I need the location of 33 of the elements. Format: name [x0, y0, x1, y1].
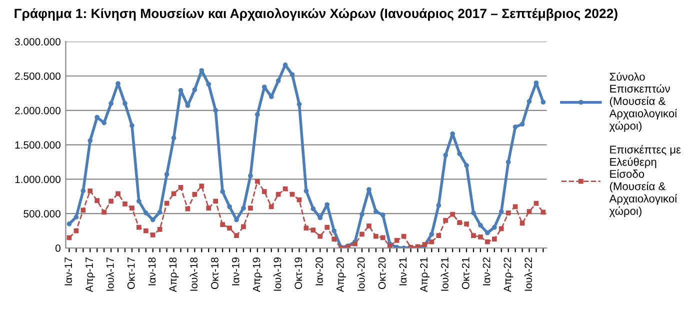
x-tick-label: Ιουλ-20 — [357, 257, 365, 291]
x-tick-label: Οκτ-18 — [211, 257, 218, 290]
x-tick-label: Απρ-17 — [86, 258, 95, 292]
x-tick-label: Απρ-21 — [420, 258, 430, 292]
x-tick-label: Οκτ-19 — [294, 258, 302, 290]
x-tick-label: Ιαν-22 — [482, 258, 490, 286]
x-tick-label: Ιουλ-19 — [273, 258, 282, 291]
y-tick-label: 1.000.000 — [15, 176, 60, 184]
y-tick-label: 2.500.000 — [15, 72, 60, 80]
legend-label: Επισκέπτες με Ελεύθερη Είσοδο (Μουσεία & Αρχαιολογικοί χώροι) — [609, 145, 681, 218]
x-tick-label: Ιουλ-22 — [524, 258, 532, 291]
x-tick-label: Οκτ-21 — [462, 258, 470, 290]
x-tick-label: Απρ-20 — [336, 257, 346, 292]
y-tick-label: 2.000.000 — [15, 106, 60, 114]
x-tick-label: Οκτ-17 — [127, 258, 135, 290]
legend-label: Σύνολο Επισκεπτών (Μουσεία & Αρχαιολογικοί χώροι) — [609, 72, 677, 132]
x-tick-label: Ιαν-20 — [316, 257, 323, 286]
x-tick-label: Ιαν-18 — [148, 257, 156, 286]
y-tick-label: 0 — [55, 244, 60, 252]
x-tick-label: Απρ-22 — [504, 258, 514, 292]
x-tick-label: Ιουλ-21 — [440, 258, 448, 291]
y-tick-label: 3.000.000 — [14, 38, 60, 46]
x-tick-label: Ιουλ-17 — [106, 258, 114, 291]
x-tick-label: Απρ-19 — [252, 258, 262, 292]
x-tick-label: Ιαν-21 — [399, 258, 407, 286]
chart-title: Γράφημα 1: Κίνηση Μουσείων και Αρχαιολογικών Χώρων (Ιανουάριος 2017 – Σεπτέμβριος 2022) — [14, 8, 618, 21]
x-tick-label: Ιουλ-18 — [190, 257, 198, 291]
x-tick-label: Ιαν-19 — [232, 258, 240, 286]
x-tick-label: Ιαν-17 — [64, 258, 72, 286]
y-tick-label: 1.500.000 — [15, 141, 60, 149]
x-tick-label: Απρ-18 — [169, 257, 179, 292]
y-tick-label: 500.000 — [24, 210, 60, 218]
x-tick-label: Οκτ-20 — [378, 257, 386, 290]
